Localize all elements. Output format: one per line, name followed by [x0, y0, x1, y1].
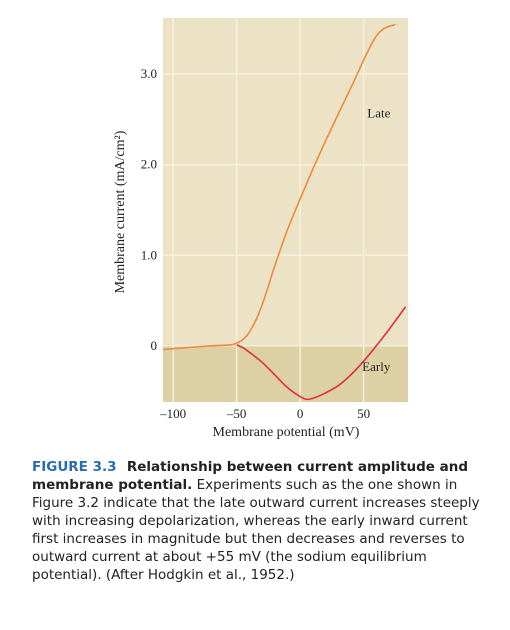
series-late-label: Late: [367, 106, 390, 121]
series-late-line: [162, 23, 396, 351]
figure-title: Relationship between current amplitude a…: [32, 459, 468, 493]
current-voltage-chart: Late Early 0 1.0 2.0 3.0 –100 –50 0 50 Membrane…: [113, 18, 408, 440]
x-tick-label: 0: [297, 406, 304, 421]
grid: [163, 18, 408, 402]
series-early-label: Early: [362, 359, 391, 374]
x-axis-title: Membrane potential (mV): [213, 425, 360, 440]
x-tick-labels: –100 –50 0 50: [159, 406, 370, 421]
x-tick-label: –50: [226, 406, 247, 421]
plot-area-positive: [163, 18, 408, 346]
y-tick-labels: 0 1.0 2.0 3.0: [141, 66, 157, 353]
plot-area-negative: [163, 345, 408, 402]
y-tick-label: 3.0: [141, 66, 157, 81]
series-early-line: [236, 306, 407, 401]
y-tick-label: 0: [151, 338, 158, 353]
figure-caption: FIGURE 3.3 Relationship between current …: [32, 458, 494, 584]
y-tick-label: 2.0: [141, 157, 157, 172]
plot-background: [163, 18, 408, 402]
figure-caption-text: Experiments such as the one shown in Fig…: [32, 477, 480, 583]
series-layer: Late Early: [162, 23, 407, 401]
figure-label: FIGURE 3.3: [32, 459, 117, 475]
x-tick-label: 50: [357, 406, 370, 421]
y-axis-title: Membrane current (mA/cm²): [113, 130, 128, 293]
x-tick-label: –100: [159, 406, 186, 421]
y-tick-label: 1.0: [141, 247, 157, 262]
